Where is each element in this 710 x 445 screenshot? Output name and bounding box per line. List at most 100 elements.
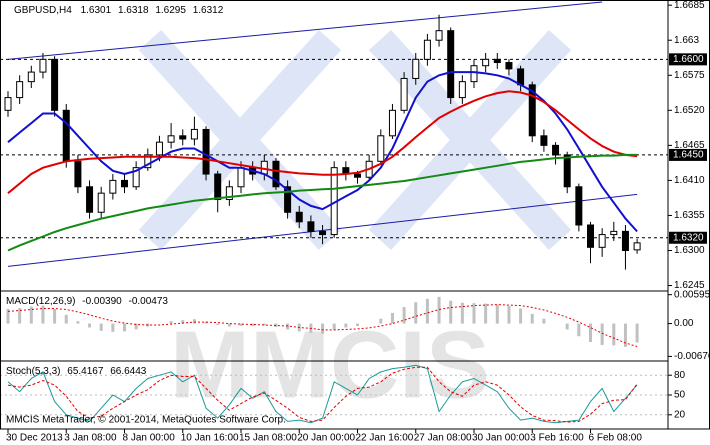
y-tick-label: 1.6355 [674,210,705,221]
candle-body [179,135,187,140]
candle-body [423,39,431,60]
candle-body [109,179,117,194]
candle-body [377,135,385,162]
macd-bar [379,318,383,324]
trendline [7,1,603,60]
candle-body [97,192,105,213]
macd-bar [181,320,185,324]
candle-body [121,179,128,188]
candle-body [412,58,420,79]
macd-bar [589,323,592,343]
candle-body [388,109,396,137]
macd-bar [321,323,325,334]
macd-bar [18,308,22,324]
y-tick-label: 20 [674,409,686,420]
macd-bar [29,306,33,324]
x-tick-label: 3 Feb 16:00 [530,433,584,444]
level-label-box [669,53,707,66]
candle-body [540,135,548,146]
level-label: 1.6600 [673,54,704,65]
y-tick-label: 1.6300 [674,245,705,256]
header-high: 1.6318 [118,5,149,16]
signal-last: -0.00473 [129,296,169,307]
macd-bar [542,318,546,324]
candle-body [587,224,594,248]
candle-body [155,141,163,156]
macd-bar [64,314,68,324]
candle-body [458,81,466,99]
x-tick-label: 20 Jan 00:00 [297,433,355,444]
macd-bar [216,323,220,326]
macd-bar [356,323,359,326]
candle-body [621,230,629,251]
y-tick-label: 1.6245 [674,280,705,291]
candle-body [610,230,618,236]
y-tick-label: 1.6410 [674,175,705,186]
indicator-line [7,90,638,194]
candle-body [237,167,245,188]
candle-body [575,186,583,226]
macd-bar [88,323,92,328]
candle-body [86,186,94,213]
macd-bar [332,323,336,330]
candle-body [284,186,292,213]
watermark-cross [138,29,572,251]
macd-bar [519,308,523,324]
candle-body [563,154,571,188]
stoch-header: Stoch(5,3,3) 65.4167 66.6443 [6,366,147,377]
candle-body [51,58,59,111]
candle-body [307,221,315,232]
candle-body [202,128,210,175]
x-tick-label: 3 Jan 08:00 [64,433,117,444]
macd-bar [274,323,278,327]
level-label: 1.6320 [673,232,704,243]
macd-bar [169,321,173,324]
candle-body [598,234,606,248]
macd-bar [472,303,476,324]
watermark: MMCIS [170,311,490,418]
macd-header: MACD(12,26,9) -0.00390 -0.00473 [6,296,168,307]
candle-body [272,160,280,188]
candle-body [447,30,455,99]
candle-body [62,109,70,162]
macd-bar [239,323,243,326]
y-tick-label: 1.663 [674,35,699,46]
x-tick-label: 27 Jan 08:00 [414,433,472,444]
y-tick-label: 1.6575 [674,70,705,81]
header-open: 1.6301 [81,5,112,16]
macd-bar [227,323,231,327]
y-tick-label: 50 [674,390,686,401]
candle-body [16,81,24,99]
macd-bar [6,309,10,324]
macd-bar [495,304,499,324]
macd-bar [76,321,80,324]
macd-bar [425,298,429,324]
candle-body [354,173,361,178]
macd-bar [123,323,126,332]
macd-bar [449,300,453,324]
level-label: 1.6450 [673,150,704,161]
macd-bar [460,302,464,324]
macd-bar [262,323,266,326]
macd-bar [635,323,639,343]
x-tick-label: 10 Jan 16:00 [181,433,239,444]
macd-last: -0.00390 [82,296,122,307]
copyright: MMCIS MetaTrader, © 2001-2014, MetaQuote… [6,415,286,426]
macd-bar [134,323,138,330]
y-tick-label: 1.6465 [674,140,705,151]
macd-title: MACD(12,26,9) [6,296,75,307]
candle-body [633,242,641,251]
candle-body [39,58,47,73]
header-low: 1.6295 [155,5,186,16]
candle-body [482,58,490,67]
indicator-line [7,364,638,424]
macd-bar [344,323,348,328]
macd-bar [577,323,581,337]
macd-bar [402,307,406,324]
candle-body [225,186,233,201]
y-tick-label: 1.6520 [674,105,705,116]
y-tick-label: 1.6685 [674,0,705,11]
y-tick-label: -0.00676 [674,351,710,362]
macd-bar [111,323,115,332]
